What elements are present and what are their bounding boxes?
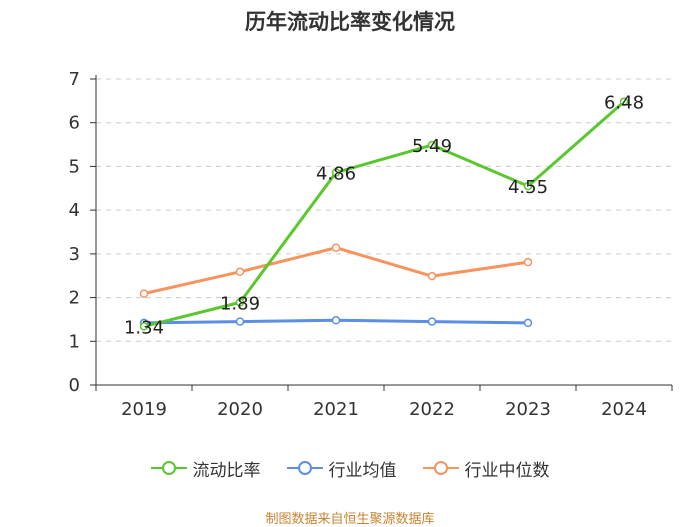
legend-label-industry-mean: 行业均值 [328, 460, 397, 481]
data-label: 4.55 [508, 177, 548, 198]
data-point [427, 140, 437, 150]
x-tick-label: 2022 [409, 399, 455, 420]
data-point [235, 298, 245, 307]
legend-item-current-ratio[interactable]: 流动比率 [150, 456, 261, 481]
data-label: 5.49 [412, 136, 452, 157]
data-source-note: 制图数据来自恒生聚源数据库 [265, 512, 435, 527]
x-tick-label: 2021 [313, 399, 359, 420]
data-point [427, 317, 437, 326]
chart-legend: 流动比率 行业均值 行业中位数 [0, 456, 700, 481]
y-tick-label: 3 [69, 244, 80, 265]
y-tick-label: 1 [69, 331, 80, 352]
legend-marker-industry-median [422, 461, 459, 475]
legend-label-industry-median: 行业中位数 [464, 460, 550, 481]
data-point [619, 97, 629, 106]
legend-label-current-ratio: 流动比率 [192, 460, 261, 481]
data-point [331, 243, 341, 252]
series-line-0 [142, 100, 626, 328]
y-tick-label: 2 [69, 288, 80, 309]
data-point [331, 168, 341, 177]
x-tick-label: 2024 [601, 399, 647, 420]
series-line-2 [142, 246, 530, 296]
legend-marker-current-ratio [150, 461, 187, 475]
y-tick-label: 4 [69, 200, 80, 221]
data-label: 1.34 [124, 317, 164, 338]
legend-marker-industry-mean [286, 461, 323, 475]
data-point [235, 267, 245, 277]
x-tick-label: 2019 [121, 399, 167, 420]
y-tick-label: 5 [69, 156, 80, 177]
data-point [331, 316, 341, 325]
data-point [139, 289, 149, 298]
data-point [523, 318, 533, 328]
legend-item-industry-mean[interactable]: 行业均值 [286, 456, 397, 481]
y-tick-label: 6 [69, 113, 80, 134]
data-point [427, 271, 437, 281]
data-point [235, 317, 245, 326]
legend-item-industry-median[interactable]: 行业中位数 [422, 456, 550, 481]
data-point [523, 181, 533, 191]
x-tick-label: 2023 [505, 399, 551, 420]
x-tick-label: 2020 [217, 399, 263, 420]
data-label: 4.86 [316, 164, 356, 185]
data-point [523, 257, 533, 267]
data-point [139, 322, 149, 331]
y-tick-label: 0 [69, 375, 80, 396]
data-label: 1.89 [220, 293, 260, 314]
data-label: 6.48 [604, 93, 644, 114]
y-tick-label: 7 [69, 69, 80, 90]
chart-title: 历年流动比率变化情况 [245, 10, 455, 34]
